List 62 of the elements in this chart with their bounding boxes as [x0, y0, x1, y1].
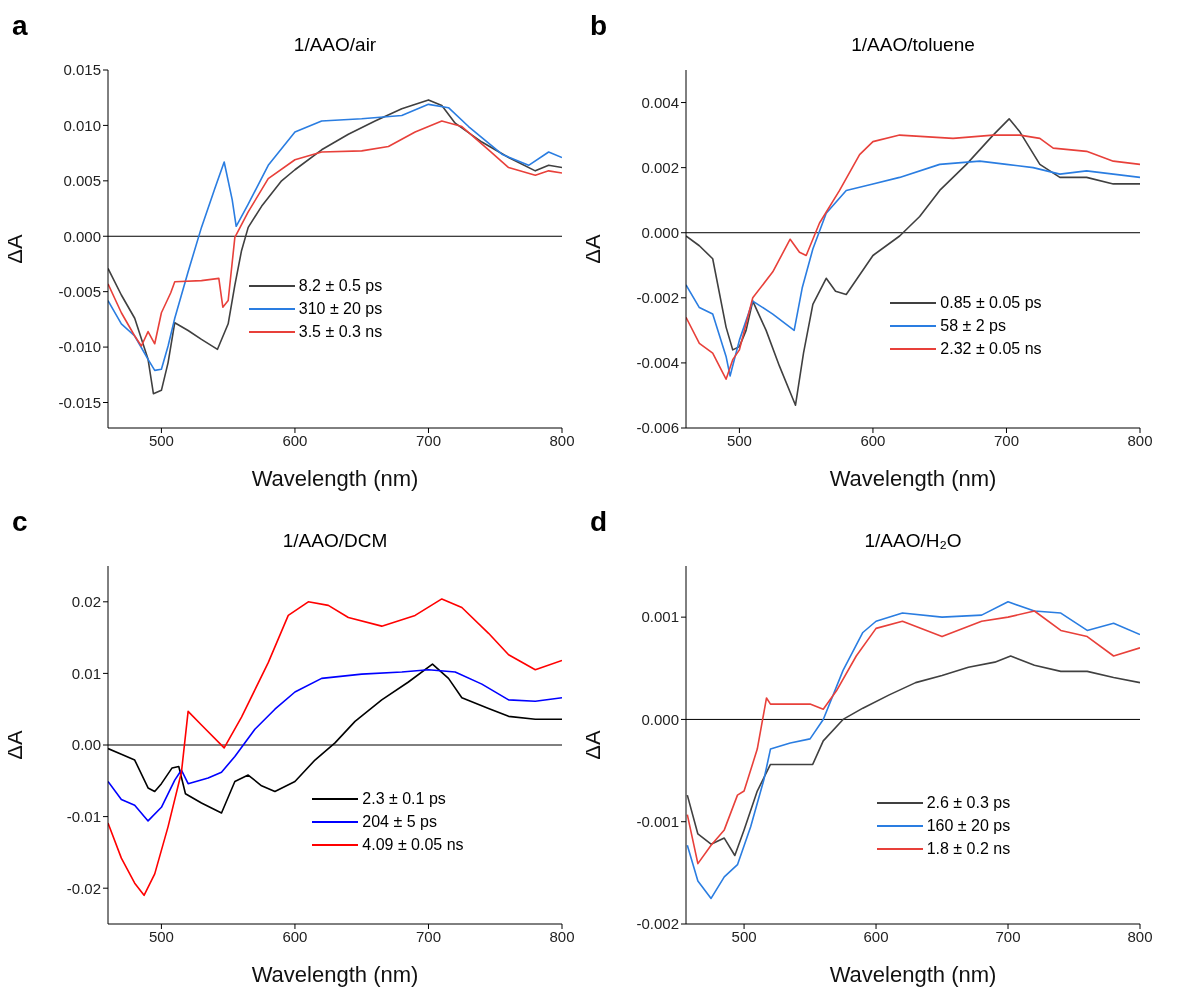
x-tick-label: 500: [148, 431, 174, 449]
x-tick-label: 500: [726, 431, 752, 449]
x-tick-label: 800: [549, 431, 575, 449]
y-tick-label: -0.002: [636, 289, 679, 307]
x-axis-title: Wavelength (nm): [829, 962, 997, 987]
x-tick-label: 600: [282, 431, 308, 449]
x-axis-title: Wavelength (nm): [251, 466, 419, 491]
x-tick-label: 700: [415, 431, 441, 449]
legend-label: 204 ± 5 ps: [362, 813, 437, 832]
legend-label: 58 ± 2 ps: [940, 317, 1007, 336]
y-tick-label: 0.004: [641, 93, 679, 111]
x-axis-title: Wavelength (nm): [251, 962, 419, 987]
chart-title: 1/AAO/DCM: [281, 530, 389, 552]
x-tick-label: 800: [1127, 431, 1153, 449]
x-tick-label: 800: [549, 927, 575, 945]
legend-label: 2.32 ± 0.05 ns: [940, 340, 1042, 359]
y-tick-label: 0.000: [641, 224, 679, 242]
legend-label: 2.6 ± 0.3 ps: [926, 794, 1011, 813]
legend-label: 2.3 ± 0.1 ps: [362, 790, 446, 809]
legend-label: 8.2 ± 0.5 ps: [298, 276, 383, 295]
y-tick-label: -0.010: [58, 338, 101, 356]
legend-label: 4.09 ± 0.05 ns: [362, 836, 464, 855]
y-tick-label: 0.000: [641, 710, 679, 728]
text: b: [590, 10, 608, 41]
y-tick-label: 0.005: [63, 172, 101, 190]
y-tick-label: -0.001: [636, 813, 679, 831]
legend-label: 3.5 ± 0.3 ns: [298, 322, 383, 341]
chart-title: 1/AAO/H₂O: [863, 530, 963, 552]
y-tick-label: 0.010: [63, 116, 101, 134]
text: d: [590, 506, 608, 537]
x-tick-label: 500: [731, 927, 757, 945]
y-tick-label: 0.01: [71, 664, 101, 682]
y-tick-label: -0.005: [58, 283, 101, 300]
x-tick-label: 700: [415, 927, 441, 945]
legend-label: 310 ± 20 ps: [298, 299, 383, 318]
chart-title: 1/AAO/toluene: [850, 34, 976, 56]
x-tick-label: 600: [863, 927, 889, 945]
y-tick-label: -0.006: [636, 419, 679, 437]
y-tick-label: 0.02: [71, 593, 101, 611]
y-tick-label: 0.000: [63, 227, 101, 245]
y-tick-label: -0.004: [636, 354, 679, 372]
legend-label: 0.85 ± 0.05 ps: [940, 294, 1042, 313]
legend-label: 1.8 ± 0.2 ns: [926, 840, 1011, 859]
y-tick-label: -0.002: [636, 915, 679, 933]
y-tick-label: 0.00: [71, 736, 101, 754]
x-tick-label: 800: [1127, 927, 1153, 945]
x-tick-label: 700: [993, 431, 1019, 449]
y-tick-label: 0.002: [641, 158, 679, 176]
x-tick-label: 500: [148, 927, 174, 945]
x-axis-title: Wavelength (nm): [829, 466, 997, 491]
y-tick-label: 0.015: [63, 61, 101, 79]
chart-title: 1/AAO/air: [292, 34, 378, 56]
x-tick-label: 600: [860, 431, 886, 449]
text: a: [12, 10, 28, 41]
y-tick-label: -0.015: [58, 393, 101, 411]
y-tick-label: -0.02: [66, 879, 101, 897]
legend-label: 160 ± 20 ps: [926, 817, 1011, 836]
x-tick-label: 600: [282, 927, 308, 945]
text: c: [12, 506, 28, 537]
y-tick-label: -0.01: [66, 807, 101, 825]
y-tick-label: 0.001: [641, 608, 679, 626]
x-tick-label: 700: [995, 927, 1021, 945]
